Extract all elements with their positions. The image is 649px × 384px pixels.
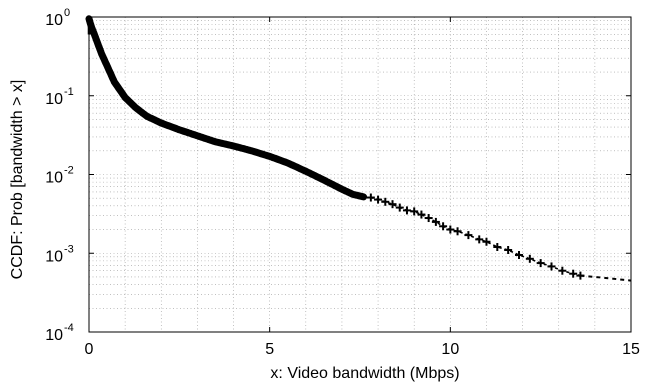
y-tick-label: 10 bbox=[45, 12, 63, 29]
axis-ticks bbox=[88, 16, 632, 333]
data-point-marker bbox=[431, 217, 440, 226]
data-point-marker bbox=[525, 254, 534, 263]
sparse-connector bbox=[370, 196, 581, 277]
y-tick-exponent: -4 bbox=[64, 322, 74, 334]
y-tick-exponent: -2 bbox=[64, 165, 74, 177]
y-tick-label: 10 bbox=[45, 91, 63, 108]
tail-line bbox=[580, 274, 632, 282]
y-tick-exponent: -1 bbox=[64, 86, 74, 98]
y-tick-label: 10 bbox=[45, 248, 63, 265]
x-axis-label: x: Video bandwidth (Mbps) bbox=[270, 365, 459, 382]
x-tick-label: 10 bbox=[441, 341, 459, 358]
y-tick-exponent: -3 bbox=[64, 243, 74, 255]
data-point-marker bbox=[417, 210, 426, 219]
x-tick-label: 15 bbox=[622, 341, 640, 358]
y-axis-label: CCDF: Prob [bandwidth > x] bbox=[9, 80, 26, 280]
data-point-marker bbox=[388, 200, 397, 209]
y-tick-exponent: 0 bbox=[64, 7, 70, 19]
data-point-marker bbox=[464, 231, 473, 240]
x-tick-label: 5 bbox=[265, 341, 274, 358]
x-tick-label: 0 bbox=[85, 341, 94, 358]
data-point-marker bbox=[514, 251, 523, 260]
y-tick-label: 10 bbox=[45, 327, 63, 344]
dense-curve-band bbox=[85, 15, 368, 201]
grid-lines bbox=[89, 17, 631, 332]
data-point-marker bbox=[482, 237, 491, 246]
y-tick-label: 10 bbox=[45, 170, 63, 187]
data-point-marker bbox=[381, 197, 390, 206]
data-series bbox=[85, 15, 632, 282]
